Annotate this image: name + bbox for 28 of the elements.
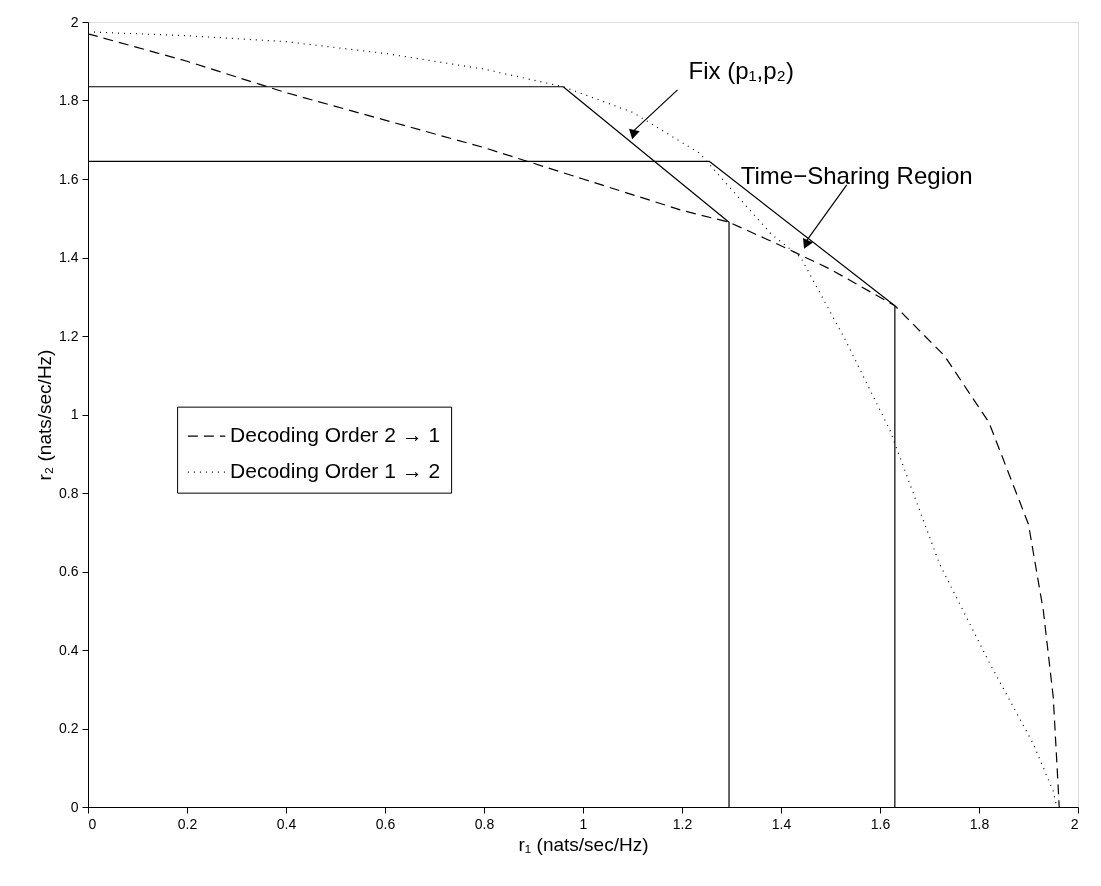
x-tick-label: 1.8 <box>969 815 990 832</box>
y-tick-label: 2 <box>70 13 79 30</box>
x-axis-title: r₁ (nats/sec/Hz) <box>518 833 649 855</box>
annotation: Fix (p₁,p₂) <box>688 56 794 84</box>
x-tick-label: 1 <box>579 815 588 832</box>
y-tick-label: 0.8 <box>59 484 79 501</box>
y-tick-label: 1.6 <box>59 170 79 187</box>
x-tick-label: 1.2 <box>672 815 693 832</box>
legend-label: Decoding Order 2 → 1 <box>230 423 441 447</box>
x-tick-label: 2 <box>1070 815 1079 832</box>
y-tick-label: 0.6 <box>59 563 79 579</box>
y-tick-label: 1 <box>70 406 79 422</box>
x-tick-label: 0.4 <box>276 815 297 832</box>
x-tick-label: 0 <box>88 815 97 832</box>
y-tick-label: 1.2 <box>59 327 79 344</box>
x-tick-label: 0.6 <box>375 815 396 832</box>
y-tick-label: 0.2 <box>59 720 79 736</box>
x-tick-label: 0.2 <box>177 815 198 832</box>
y-axis-title: r₂ (nats/sec/Hz) <box>34 349 56 481</box>
y-tick-label: 1.8 <box>59 92 79 108</box>
annotation: Time−Sharing Region <box>740 161 973 189</box>
y-tick-label: 0.4 <box>59 641 79 658</box>
x-tick-label: 1.6 <box>870 815 891 832</box>
y-tick-label: 0 <box>70 798 79 815</box>
x-tick-label: 1.4 <box>771 815 792 832</box>
x-tick-label: 0.8 <box>474 815 495 832</box>
legend-label: Decoding Order 1 → 2 <box>230 459 441 483</box>
y-tick-label: 1.4 <box>59 249 79 265</box>
